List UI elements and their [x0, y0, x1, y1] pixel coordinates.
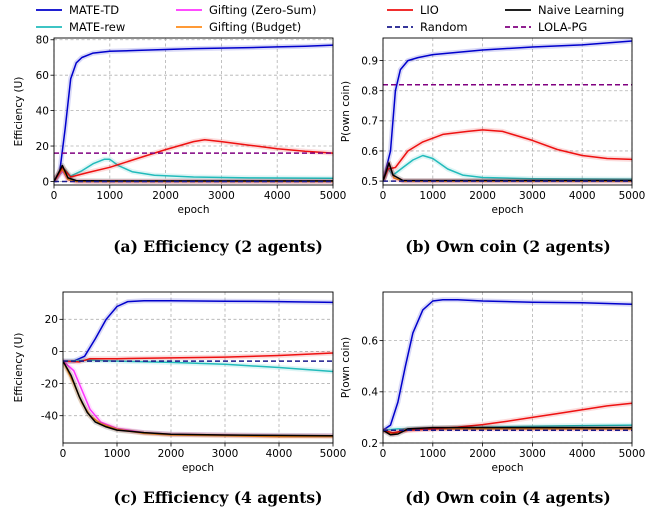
- series-line: [383, 426, 632, 436]
- series-band: [63, 359, 333, 439]
- left-legend-entry: MATE-TD: [36, 3, 119, 17]
- x-tick-label: 5000: [619, 448, 646, 460]
- x-tick-label: 1000: [419, 190, 446, 202]
- x-tick-label: 0: [60, 448, 67, 460]
- x-tick-label: 3000: [519, 448, 546, 460]
- series-line: [63, 360, 333, 437]
- right-legend-entry: LIO: [387, 3, 439, 17]
- y-tick-label: 0.9: [361, 55, 378, 67]
- y-tick-label: -40: [41, 410, 58, 422]
- plot-frame: [53, 37, 334, 186]
- x-tick-label: 1000: [104, 448, 131, 460]
- series-band: [383, 38, 632, 182]
- panel-caption: (a) Efficiency (2 agents): [113, 237, 323, 256]
- series-band: [63, 357, 333, 374]
- x-tick-label: 0: [380, 448, 387, 460]
- y-tick-label: 0.5: [361, 176, 378, 188]
- y-tick-label: 0.6: [361, 146, 378, 158]
- x-tick-label: 2000: [158, 448, 185, 460]
- x-axis-label: epoch: [492, 204, 524, 216]
- x-tick-label: 4000: [266, 448, 293, 460]
- series-band: [54, 163, 333, 184]
- legend-label: Random: [420, 20, 468, 34]
- chart-panel-1: 0 1000 2000 3000 4000 5000 0 20 40 60 80 epoch Effic…: [13, 35, 346, 256]
- y-tick-label: -20: [41, 378, 58, 390]
- series-line: [383, 129, 632, 182]
- x-tick-label: 4000: [569, 190, 596, 202]
- series-band: [383, 297, 632, 433]
- x-tick-label: 1000: [419, 448, 446, 460]
- panel-caption: (b) Own coin (2 agents): [405, 237, 611, 256]
- series-line: [383, 298, 632, 431]
- x-tick-label: 3000: [208, 190, 235, 202]
- series-line: [54, 139, 333, 182]
- y-tick-label: 0.6: [361, 335, 378, 347]
- y-tick-label: 60: [36, 70, 49, 82]
- legend-label: Naive Learning: [538, 3, 624, 17]
- panel-caption: (c) Efficiency (4 agents): [114, 488, 323, 507]
- series-band: [383, 160, 632, 183]
- x-tick-label: 0: [380, 190, 387, 202]
- y-axis-label: P(own coin): [340, 81, 352, 142]
- y-axis-label: Efficiency (U): [13, 77, 25, 147]
- x-tick-label: 5000: [320, 190, 347, 202]
- right-legend-entry: LOLA-PG: [505, 20, 587, 34]
- x-axis-label: epoch: [492, 462, 524, 474]
- chart-panel-2: 0 1000 2000 3000 4000 5000 0.5 0.6 0.7 0.8 0.9 epoc…: [340, 37, 646, 256]
- left-legend-entry: Gifting (Zero-Sum): [176, 3, 317, 17]
- plot-area: [383, 297, 632, 438]
- panel-caption: (d) Own coin (4 agents): [405, 488, 611, 507]
- x-tick-label: 5000: [619, 190, 646, 202]
- x-tick-label: 2000: [152, 190, 179, 202]
- chart-panel-4: 0 1000 2000 3000 4000 5000 0.2 0.4 0.6 epoch P(own…: [340, 291, 646, 507]
- left-legend-entry: MATE-rew: [36, 20, 125, 34]
- x-tick-label: 4000: [569, 448, 596, 460]
- y-axis-label: P(own coin): [340, 337, 352, 398]
- y-tick-label: 0: [51, 346, 58, 358]
- y-tick-label: 0: [42, 176, 49, 188]
- y-tick-label: 0.2: [361, 438, 378, 450]
- legend-label: MATE-TD: [69, 3, 119, 17]
- left-legend-entry: Gifting (Budget): [176, 20, 301, 34]
- y-tick-label: 40: [36, 105, 49, 117]
- x-tick-label: 2000: [469, 190, 496, 202]
- x-axis-label: epoch: [178, 204, 210, 216]
- series-line: [63, 300, 333, 362]
- y-tick-label: 20: [36, 141, 49, 153]
- series-line: [63, 359, 333, 373]
- plot-frame: [382, 37, 633, 186]
- legend-label: LIO: [420, 3, 439, 17]
- legend-label: Gifting (Budget): [209, 20, 301, 34]
- right-legend-entry: Naive Learning: [505, 3, 624, 17]
- legend-label: LOLA-PG: [538, 20, 587, 34]
- x-tick-label: 5000: [320, 448, 347, 460]
- series-band: [63, 298, 333, 364]
- y-tick-label: 0.4: [361, 387, 378, 399]
- y-tick-label: 0.7: [361, 116, 378, 128]
- x-tick-label: 2000: [469, 448, 496, 460]
- y-tick-label: 20: [45, 314, 58, 326]
- plot-frame: [382, 291, 633, 444]
- chart-panel-3: 0 1000 2000 3000 4000 5000 -40 -20 0 20 epoch Effic…: [13, 291, 347, 507]
- x-tick-label: 3000: [212, 448, 239, 460]
- y-tick-label: 0.8: [361, 86, 378, 98]
- series-line: [383, 40, 632, 182]
- x-tick-label: 0: [51, 190, 58, 202]
- y-axis-label: Efficiency (U): [13, 333, 25, 403]
- plot-frame: [62, 291, 334, 444]
- x-axis-label: epoch: [182, 462, 214, 474]
- plot-area: [63, 298, 333, 440]
- legend-label: Gifting (Zero-Sum): [209, 3, 317, 17]
- x-tick-label: 1000: [96, 190, 123, 202]
- y-tick-label: 80: [36, 35, 49, 47]
- series-line: [54, 44, 333, 182]
- plot-area: [54, 42, 333, 184]
- x-tick-label: 3000: [519, 190, 546, 202]
- legend-label: MATE-rew: [69, 20, 125, 34]
- plot-area: [383, 38, 632, 184]
- x-tick-label: 4000: [264, 190, 291, 202]
- right-legend-entry: Random: [387, 20, 468, 34]
